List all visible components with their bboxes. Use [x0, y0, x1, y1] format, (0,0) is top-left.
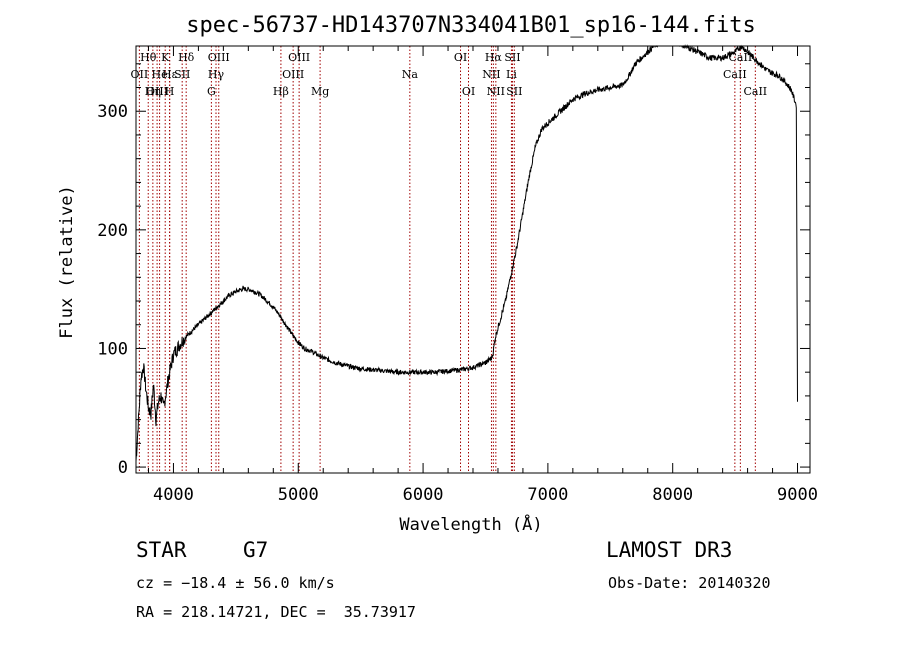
line-marker-label: He	[152, 68, 168, 81]
line-marker-label: Hβ	[273, 85, 289, 98]
line-marker-label: OII	[131, 68, 149, 81]
x-tick-label: 8000	[652, 485, 693, 505]
chart-title: spec-56737-HD143707N334041B01_sp16-144.f…	[186, 13, 756, 38]
line-marker-label: CaII	[743, 85, 767, 98]
line-marker-label: SII	[506, 85, 522, 98]
line-marker-label: Hδ	[178, 51, 195, 64]
x-tick-label: 9000	[777, 485, 818, 505]
line-marker-label: SII	[174, 68, 190, 81]
survey-label: LAMOST DR3	[606, 538, 733, 562]
line-marker-label: Hγ	[208, 68, 225, 81]
redshift-cz: cz = −18.4 ± 56.0 km/s	[136, 574, 335, 592]
y-axis-label: Flux (relative)	[57, 185, 77, 339]
line-marker-label: Hθ	[140, 51, 157, 64]
line-marker-label: Hη	[145, 85, 161, 98]
x-axis-label: Wavelength (Å)	[399, 513, 542, 535]
spectrum-line	[135, 44, 798, 462]
x-tick-label: 4000	[153, 485, 194, 505]
object-subclass: G7	[243, 538, 269, 562]
y-tick-label: 300	[97, 102, 128, 122]
line-marker-label: Na	[402, 68, 419, 81]
line-marker-label: OIII	[146, 85, 168, 98]
line-marker-label: G	[207, 85, 216, 98]
plot-frame	[135, 45, 811, 474]
line-marker-label: Mg	[311, 85, 329, 98]
y-tick-label: 100	[97, 339, 128, 359]
line-marker-label: OI	[454, 51, 467, 64]
y-tick-label: 200	[97, 221, 128, 241]
line-marker-label: Li	[506, 68, 517, 81]
obs-date: Obs-Date: 20140320	[608, 574, 771, 592]
y-tick-label: 0	[118, 458, 128, 478]
line-marker-label: CaII	[729, 51, 753, 64]
line-marker-label: OI	[462, 85, 475, 98]
line-marker-label: CaII	[723, 68, 747, 81]
object-type: STAR	[136, 538, 187, 562]
line-marker-label: Hε	[162, 68, 178, 81]
x-tick-label: 5000	[278, 485, 319, 505]
x-tick-label: 6000	[403, 485, 444, 505]
coordinates: RA = 218.14721, DEC = 35.73917	[136, 603, 416, 621]
line-marker-label: OIII	[208, 51, 230, 64]
line-marker-label: NII	[482, 68, 500, 81]
line-marker-label: OIII	[288, 51, 310, 64]
line-marker-label: H	[165, 85, 175, 98]
line-marker-label: NII	[487, 85, 505, 98]
x-tick-label: 7000	[527, 485, 568, 505]
line-marker-label: Hα	[485, 51, 503, 64]
line-marker-label: OIII	[282, 68, 304, 81]
line-marker-label: SII	[504, 51, 520, 64]
line-marker-label: K	[161, 51, 170, 64]
